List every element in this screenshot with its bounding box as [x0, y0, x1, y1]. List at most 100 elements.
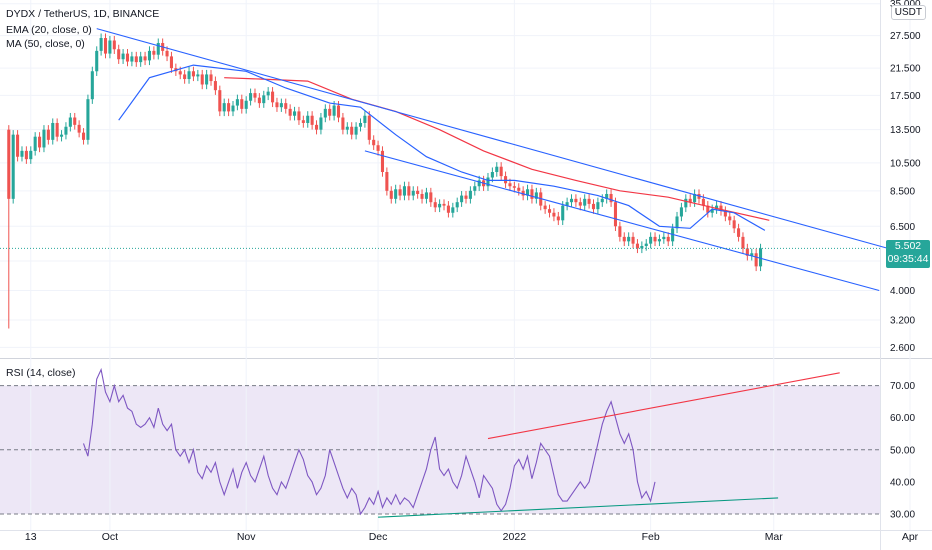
candle-body	[429, 192, 433, 203]
y-tick-label: 13.500	[890, 125, 921, 136]
candle-body	[112, 40, 116, 50]
candle-body	[86, 99, 90, 140]
candle-body	[187, 71, 191, 80]
currency-badge[interactable]: USDT	[890, 5, 926, 20]
candle-body	[345, 126, 349, 130]
rsi-legend[interactable]: RSI (14, close)	[6, 367, 76, 379]
candle-body	[95, 50, 99, 72]
y-tick-label: 10.500	[890, 158, 921, 169]
candle-body	[24, 150, 28, 160]
candle-body	[284, 103, 288, 109]
candle-body	[578, 202, 582, 206]
candle-body	[125, 53, 130, 62]
candle-body	[218, 90, 222, 112]
candle-body	[468, 190, 472, 199]
y-tick-label: 2.600	[890, 343, 915, 354]
candle-body	[385, 172, 389, 191]
candle-body	[688, 198, 692, 203]
candle-body	[627, 236, 631, 242]
candle-body	[183, 74, 187, 80]
candle-body	[358, 122, 363, 127]
candle-body	[574, 198, 578, 203]
candle-body	[565, 202, 569, 206]
candle-body	[99, 38, 103, 51]
candle-body	[165, 50, 169, 57]
candle-body	[741, 236, 745, 249]
candle-body	[635, 243, 639, 249]
candle-body	[275, 102, 279, 108]
candle-body	[591, 203, 596, 210]
rsi-tick-label: 50.00	[890, 445, 915, 456]
candle-body	[55, 122, 59, 137]
candle-body	[262, 95, 266, 104]
candle-body	[90, 71, 94, 100]
ma-legend[interactable]: MA (50, close, 0)	[6, 38, 85, 50]
candle-body	[715, 205, 719, 210]
candle-body	[719, 205, 723, 211]
candle-body	[424, 192, 428, 199]
candle-body	[710, 209, 714, 213]
candle-body	[416, 190, 420, 194]
candle-body	[596, 202, 600, 210]
candle-body	[328, 108, 332, 116]
candle-body	[117, 49, 121, 60]
rsi-resistance-line	[487, 372, 840, 440]
candle-body	[288, 108, 292, 116]
candle-body	[561, 205, 565, 221]
candle-body	[657, 239, 661, 242]
countdown-timer: 09:35:44	[887, 253, 929, 266]
candle-body	[649, 236, 653, 244]
candle-body	[363, 115, 367, 123]
candle-body	[640, 245, 644, 249]
candle-body	[508, 183, 512, 187]
candle-body	[29, 150, 33, 160]
y-tick-label: 17.500	[890, 91, 921, 102]
candle-body	[33, 136, 37, 151]
candle-body	[213, 81, 217, 91]
y-tick-label: 8.500	[890, 186, 915, 197]
candle-body	[622, 236, 626, 242]
y-tick-label: 6.500	[890, 222, 915, 233]
candle-body	[205, 74, 209, 85]
candle-body	[490, 172, 494, 178]
candle-body	[759, 248, 763, 267]
candle-body	[108, 40, 112, 54]
candle-body	[7, 129, 11, 199]
candle-body	[464, 195, 468, 199]
channel-lower-line	[364, 150, 880, 292]
candle-body	[319, 117, 323, 130]
candle-body	[587, 198, 591, 204]
candle-body	[732, 220, 736, 229]
candle-body	[64, 126, 68, 135]
candle-body	[73, 117, 77, 125]
candle-body	[600, 198, 604, 203]
symbol-legend[interactable]: DYDX / TetherUS, 1D, BINANCE	[6, 8, 160, 20]
candle-body	[336, 105, 341, 118]
candle-body	[495, 166, 499, 173]
candle-body	[398, 189, 402, 196]
candle-body	[60, 134, 64, 137]
candle-body	[301, 120, 305, 123]
candle-body	[530, 189, 534, 199]
ma50-line	[224, 77, 770, 221]
candle-body	[306, 115, 310, 123]
candle-body	[51, 122, 55, 140]
candle-body	[240, 99, 244, 109]
candle-body	[407, 186, 411, 196]
candle-body	[618, 226, 622, 237]
candle-body	[517, 187, 521, 191]
candle-body	[209, 74, 213, 82]
candle-body	[706, 205, 710, 213]
candle-body	[455, 202, 459, 208]
candle-body	[526, 189, 530, 196]
candle-body	[679, 207, 683, 217]
candle-body	[512, 186, 516, 188]
x-tick-label: Mar	[765, 531, 784, 543]
candle-body	[446, 205, 450, 213]
candle-body	[134, 56, 138, 63]
candle-body	[257, 97, 261, 104]
ema-legend[interactable]: EMA (20, close, 0)	[6, 24, 92, 36]
x-tick-label: 2022	[503, 531, 527, 543]
candle-body	[68, 117, 72, 127]
